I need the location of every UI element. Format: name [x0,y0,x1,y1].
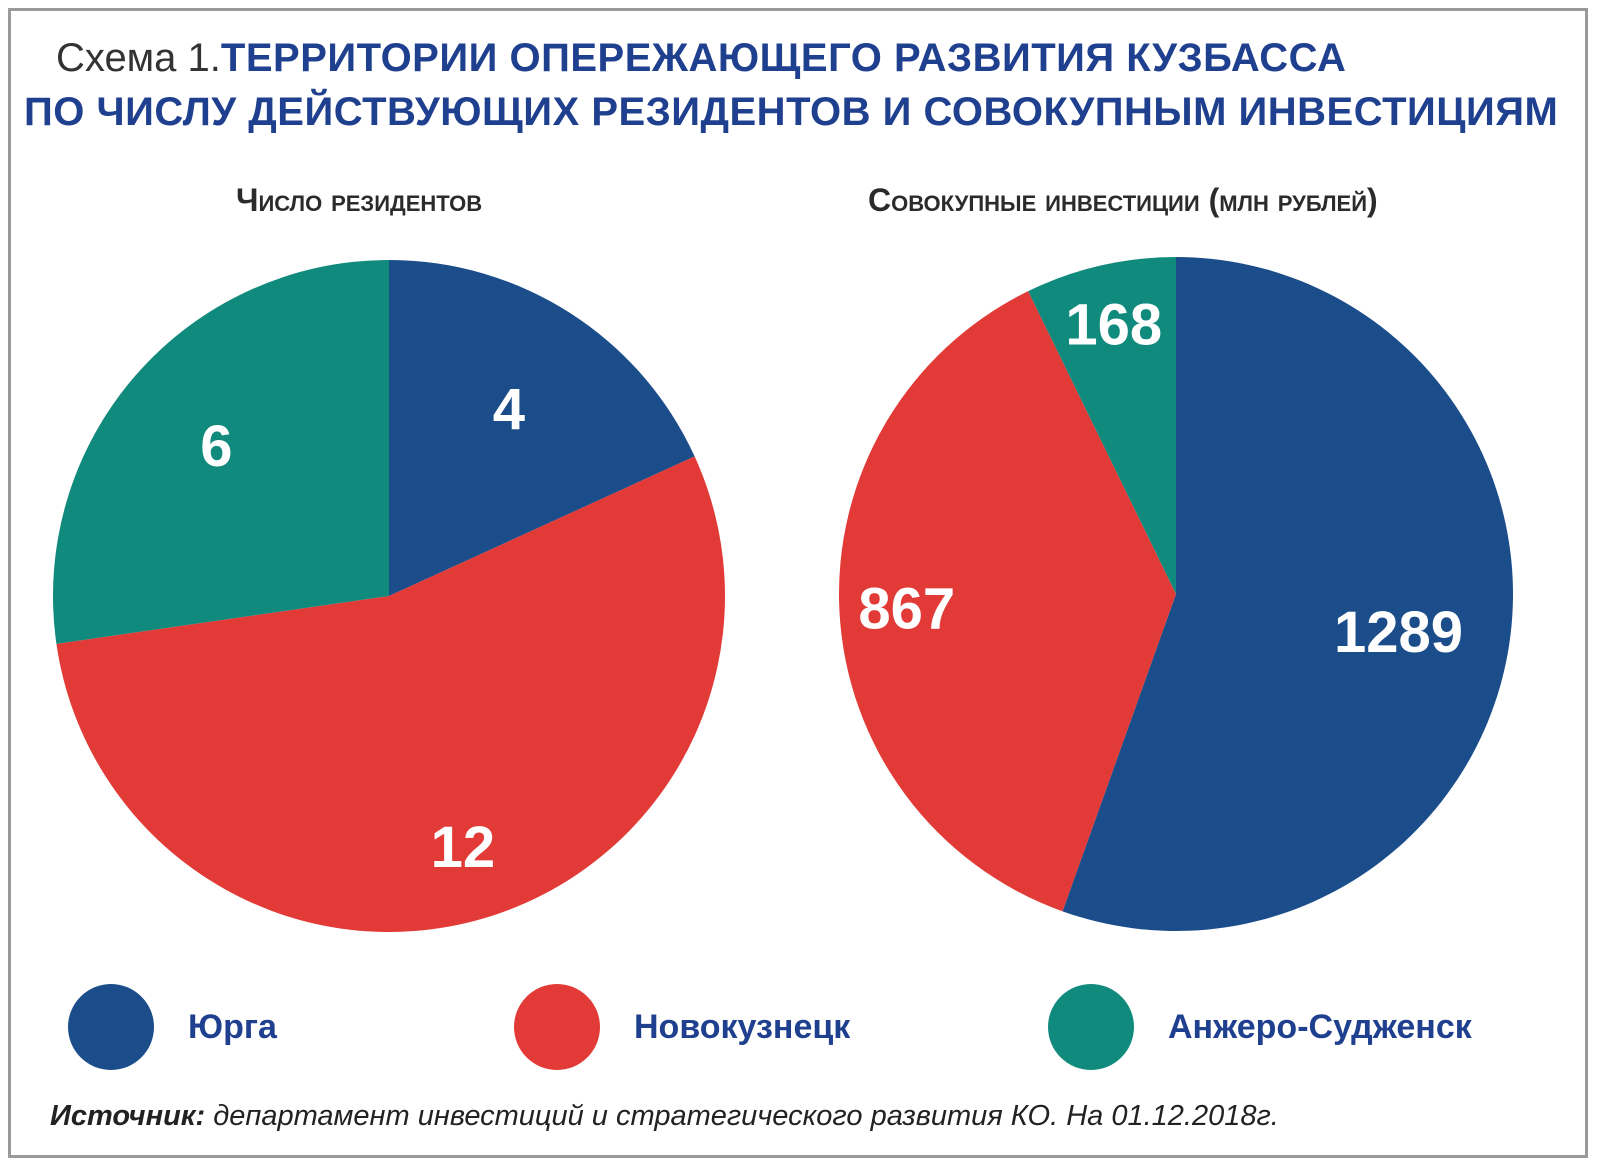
pie0-label-novokuznetsk: 12 [431,815,496,880]
figure-title-part1: ТЕРРИТОРИИ ОПЕРЕЖАЮЩЕГО РАЗВИТИЯ КУЗБАСС… [220,36,1347,80]
pie1-slice-anzhero [1028,257,1176,594]
legend-label-anzhero: Анжеро-Судженск [1168,1008,1472,1046]
legend-swatch-novokuznetsk [514,984,600,1070]
legend-swatch-yurga [68,984,154,1070]
pie0-slice-novokuznetsk [56,456,725,932]
pie0-slice-anzhero [52,260,389,644]
investment-chart-title: Совокупные инвестиции (млн рублей) [868,182,1378,218]
residents-pie: 4 12 6 [52,260,725,932]
pie1-slice-yurga [1062,257,1514,931]
investment-pie: 1289 867 168 [839,257,1514,931]
pie0-label-anzhero: 6 [200,414,232,479]
pie1-label-yurga: 1289 [1334,600,1463,665]
pie1-slice-novokuznetsk [839,291,1176,912]
figure-title-line2: ПО ЧИСЛУ ДЕЙСТВУЮЩИХ РЕЗИДЕНТОВ И СОВОКУ… [24,90,1559,134]
figure-prefix: Схема 1. [56,36,221,80]
residents-chart-title: Число резидентов [236,182,483,218]
source-text: департамент инвестиций и стратегического… [213,1100,1279,1132]
pie0-label-yurga: 4 [493,377,525,442]
legend-swatch-anzhero [1048,984,1134,1070]
legend-label-novokuznetsk: Новокузнецк [634,1008,851,1046]
source-label: Источник: [50,1100,206,1132]
pie0-slice-yurga [389,260,695,596]
pie1-label-novokuznetsk: 867 [858,576,955,641]
pie1-label-anzhero: 168 [1065,292,1162,357]
legend-label-yurga: Юрга [188,1008,277,1046]
source-note: Источник: департамент инвестиций и страт… [50,1100,1279,1133]
figure-title-line1: Схема 1.ТЕРРИТОРИИ ОПЕРЕЖАЮЩЕГО РАЗВИТИЯ… [56,36,1346,81]
